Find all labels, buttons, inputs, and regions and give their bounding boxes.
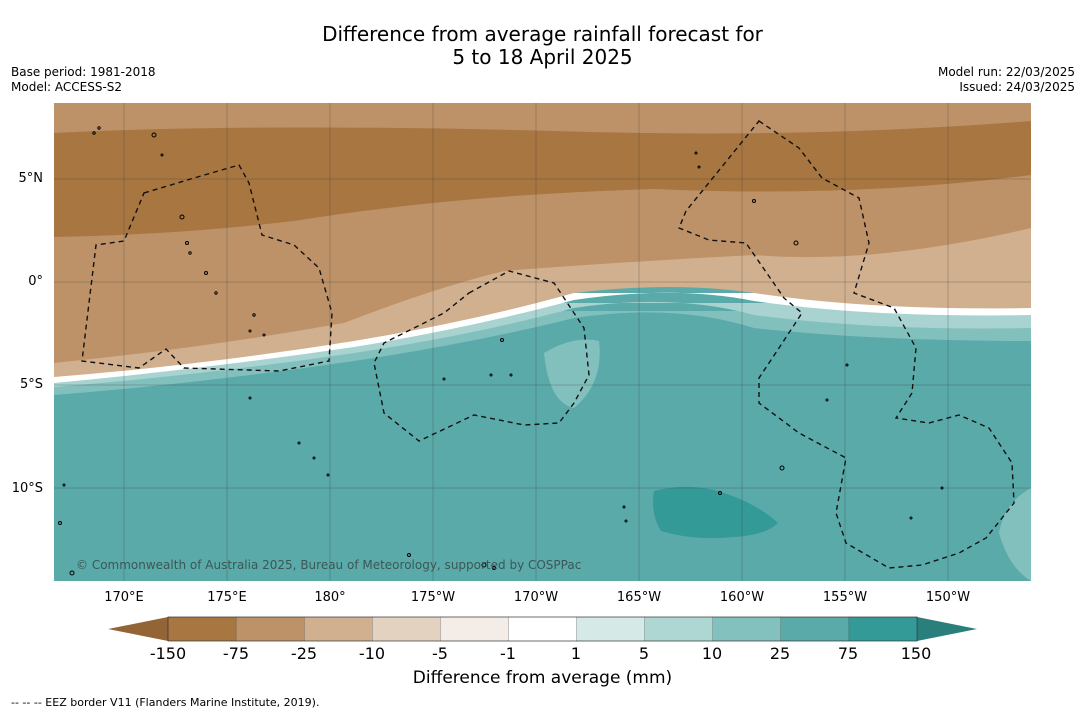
colorbar-segment [304, 616, 373, 642]
lon-label-175w: 175°W [410, 590, 456, 605]
copyright-notice: © Commonwealth of Australia 2025, Bureau… [76, 558, 581, 572]
model-text: Model: ACCESS-S2 [11, 80, 123, 94]
wet-moderate-tongue [544, 339, 600, 408]
colorbar-label-neg75: -75 [222, 644, 250, 663]
colorbar-extend-low [108, 617, 168, 641]
colorbar-label-neg25: -25 [290, 644, 318, 663]
colorbar-segment [712, 616, 782, 642]
colorbar-segment [644, 616, 714, 642]
colorbar-label-1: 1 [570, 644, 582, 663]
base-period-text: Base period: 1981-2018 [11, 65, 156, 79]
colorbar-label-neg10: -10 [358, 644, 386, 663]
colorbar-label-5: 5 [638, 644, 650, 663]
map-title-line2: 5 to 18 April 2025 [452, 45, 633, 69]
map-title-line1: Difference from average rainfall forecas… [322, 22, 763, 46]
colorbar-label-neg5: -5 [432, 644, 448, 663]
colorbar-extend-high [917, 617, 977, 641]
colorbar-segments [167, 616, 918, 642]
colorbar-label-neg1: -1 [500, 644, 516, 663]
colorbar-segment [508, 616, 578, 642]
colorbar-segment [235, 616, 305, 642]
island-outlines [58, 126, 944, 576]
meta-right: Model run: 22/03/2025 Issued: 24/03/2025 [938, 65, 1075, 95]
eez-border-legend: -- -- -- EEZ border V11 (Flanders Marine… [11, 696, 320, 709]
lat-label-5n: 5°N [18, 171, 44, 186]
colorbar-segment [167, 616, 237, 642]
colorbar-label-150: 150 [900, 644, 932, 663]
colorbar-segment [848, 616, 918, 642]
colorbar-label-75: 75 [837, 644, 859, 663]
colorbar-segment [372, 616, 442, 642]
lat-label-10s: 10°S [11, 481, 43, 496]
extreme-wet-patch [652, 486, 778, 539]
colorbar [108, 616, 977, 642]
lon-label-150w: 150°W [925, 590, 971, 605]
rainfall-anomaly-map: © Commonwealth of Australia 2025, Bureau… [54, 103, 1031, 581]
colorbar-segment [780, 616, 850, 642]
lon-label-155w: 155°W [822, 590, 868, 605]
meta-left: Base period: 1981-2018 Model: ACCESS-S2 [11, 65, 156, 95]
lon-label-170w: 170°W [513, 590, 559, 605]
colorbar-label-neg150: -150 [149, 644, 187, 663]
colorbar-label-25: 25 [769, 644, 791, 663]
lon-label-160w: 160°W [719, 590, 765, 605]
lat-label-5s: 5°S [19, 377, 43, 392]
graticule [54, 103, 1031, 581]
colorbar-frame [167, 616, 918, 642]
lon-label-165w: 165°W [616, 590, 662, 605]
colorbar-label-10: 10 [701, 644, 723, 663]
colorbar-segment [576, 616, 646, 642]
lon-label-180: 180° [314, 590, 346, 605]
lon-label-175e: 175°E [207, 590, 247, 605]
issued-text: Issued: 24/03/2025 [959, 80, 1075, 94]
eez-borders [81, 120, 1015, 569]
colorbar-segment [440, 616, 510, 642]
lon-label-170e: 170°E [104, 590, 144, 605]
colorbar-title: Difference from average (mm) [412, 668, 673, 688]
lat-label-0: 0° [28, 274, 43, 289]
model-run-text: Model run: 22/03/2025 [937, 65, 1075, 79]
